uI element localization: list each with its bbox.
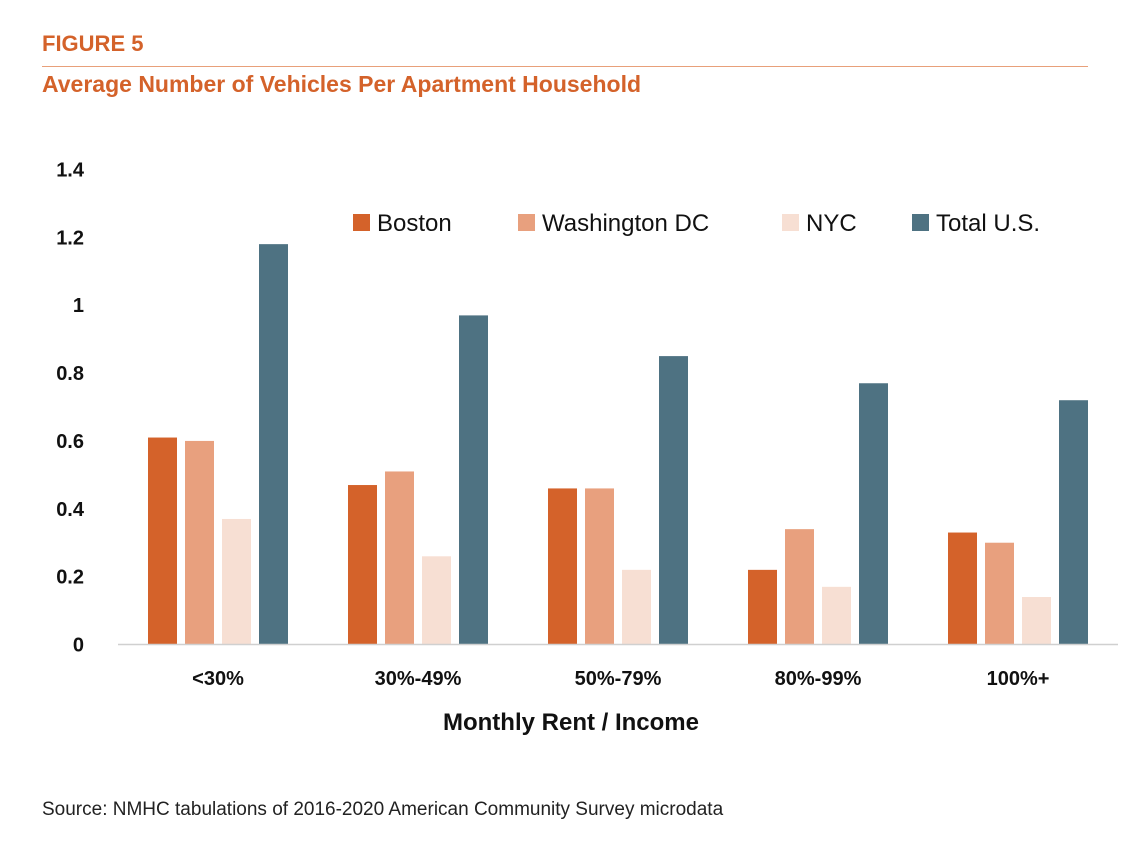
bar [385, 471, 414, 645]
bar [985, 542, 1014, 645]
y-axis-ticks: 0 0.2 0.4 0.6 0.8 1 1.2 1.4 [56, 160, 85, 657]
legend: Boston Washington DC NYC Total U.S. [353, 210, 1040, 237]
y-tick-label: 1 [73, 295, 84, 317]
bar [948, 532, 977, 645]
y-tick-label: 0 [73, 635, 84, 657]
chart-title: Average Number of Vehicles Per Apartment… [42, 71, 642, 97]
y-tick-label: 1.4 [56, 160, 85, 182]
bar [259, 244, 288, 645]
x-tick-label: <30% [192, 668, 244, 690]
bar [659, 356, 688, 645]
bar [748, 569, 777, 645]
x-tick-label: 100%+ [987, 668, 1050, 690]
title-rule [42, 66, 1088, 67]
bar [859, 383, 888, 645]
x-axis-ticks: <30% 30%-49% 50%-79% 80%-99% 100%+ [192, 668, 1049, 690]
legend-swatch [518, 214, 535, 231]
legend-label: Boston [377, 210, 452, 237]
x-tick-label: 80%-99% [775, 668, 862, 690]
figure-label: FIGURE 5 [42, 31, 144, 56]
y-tick-label: 0.2 [56, 567, 84, 589]
bar [422, 556, 451, 645]
bar [222, 518, 251, 645]
legend-label: NYC [806, 210, 857, 237]
bar [785, 529, 814, 645]
legend-swatch [912, 214, 929, 231]
x-axis-label: Monthly Rent / Income [443, 709, 699, 736]
bar [348, 485, 377, 645]
bar [548, 488, 577, 645]
legend-swatch [353, 214, 370, 231]
bar [1022, 597, 1051, 645]
bar [585, 488, 614, 645]
source-note: Source: NMHC tabulations of 2016-2020 Am… [42, 799, 724, 820]
bar [822, 586, 851, 645]
bars [148, 244, 1088, 645]
bar [1059, 400, 1088, 645]
bar [622, 569, 651, 645]
x-tick-label: 50%-79% [575, 668, 662, 690]
bar [148, 437, 177, 645]
bar [185, 440, 214, 645]
y-tick-label: 0.8 [56, 363, 84, 385]
legend-label: Total U.S. [936, 210, 1040, 237]
legend-swatch [782, 214, 799, 231]
bar [459, 315, 488, 645]
y-tick-label: 1.2 [56, 227, 84, 249]
x-tick-label: 30%-49% [375, 668, 462, 690]
y-tick-label: 0.6 [56, 431, 84, 453]
y-tick-label: 0.4 [56, 499, 85, 521]
legend-label: Washington DC [542, 210, 709, 237]
